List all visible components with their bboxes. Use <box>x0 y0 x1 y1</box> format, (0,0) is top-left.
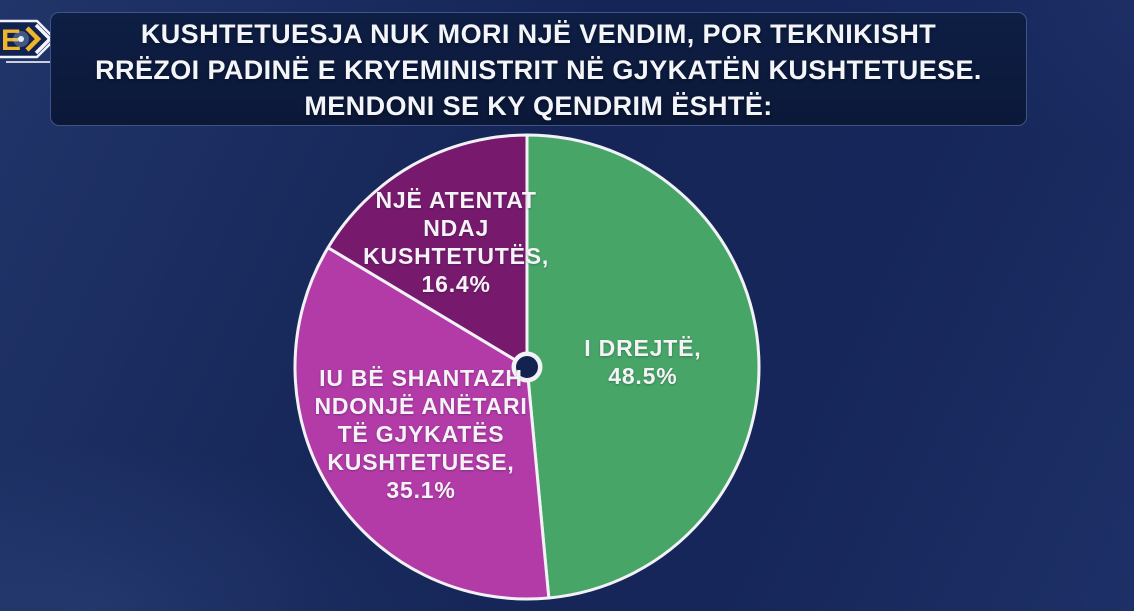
pie-slice-1 <box>525 133 761 600</box>
pie-svg <box>293 133 761 601</box>
logo-letter: E <box>1 24 21 57</box>
pie-slice-3 <box>326 133 529 369</box>
pie-chart: I DREJTË, 48.5% IU BË SHANTAZH NDONJË ANËTA… <box>287 127 767 607</box>
pie-center-hub <box>516 356 538 378</box>
logo-glow-core <box>18 36 24 42</box>
pie-slice-2 <box>293 246 551 601</box>
question-line-1: KUSHTETUESJA NUK MORI NJË VENDIM, POR TE… <box>140 19 937 49</box>
logo-chevron-yellow-icon <box>25 26 42 52</box>
question-panel: KUSHTETUESJA NUK MORI NJË VENDIM, POR TE… <box>50 12 1027 126</box>
question-line-3: MENDONI SE KY QENDRIM ËSHTË: <box>304 91 773 121</box>
question-line-2: RRËZOI PADINË E KRYEMINISTRIT NË GJYKATË… <box>95 55 982 85</box>
channel-logo-badge: E <box>0 19 58 63</box>
